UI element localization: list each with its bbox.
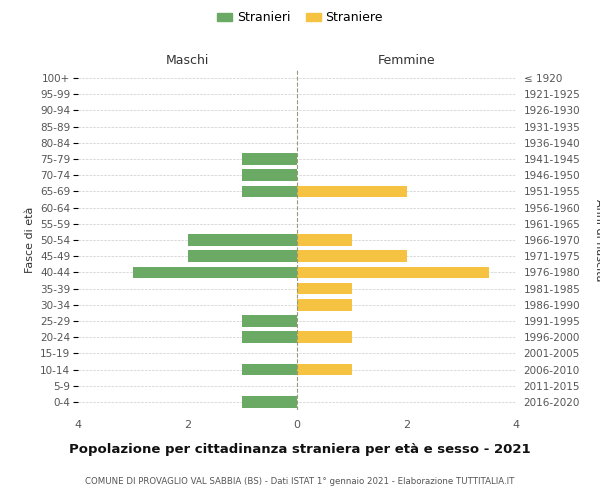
Bar bbox=[297, 364, 352, 376]
Bar bbox=[242, 186, 297, 198]
Bar bbox=[297, 234, 352, 246]
Bar bbox=[297, 299, 352, 310]
Bar bbox=[297, 282, 352, 294]
Text: Popolazione per cittadinanza straniera per età e sesso - 2021: Popolazione per cittadinanza straniera p… bbox=[69, 442, 531, 456]
Bar bbox=[242, 396, 297, 407]
Text: Femmine: Femmine bbox=[377, 54, 436, 67]
Text: Maschi: Maschi bbox=[166, 54, 209, 67]
Bar bbox=[242, 153, 297, 165]
Bar bbox=[297, 250, 407, 262]
Bar bbox=[187, 234, 297, 246]
Bar bbox=[242, 332, 297, 343]
Bar bbox=[242, 364, 297, 376]
Y-axis label: Fasce di età: Fasce di età bbox=[25, 207, 35, 273]
Bar bbox=[297, 266, 488, 278]
Y-axis label: Anni di nascita: Anni di nascita bbox=[594, 198, 600, 281]
Bar bbox=[242, 170, 297, 181]
Bar bbox=[242, 315, 297, 327]
Text: COMUNE DI PROVAGLIO VAL SABBIA (BS) - Dati ISTAT 1° gennaio 2021 - Elaborazione : COMUNE DI PROVAGLIO VAL SABBIA (BS) - Da… bbox=[85, 478, 515, 486]
Bar bbox=[187, 250, 297, 262]
Legend: Stranieri, Straniere: Stranieri, Straniere bbox=[212, 6, 388, 29]
Bar bbox=[297, 332, 352, 343]
Bar bbox=[133, 266, 297, 278]
Bar bbox=[297, 186, 407, 198]
